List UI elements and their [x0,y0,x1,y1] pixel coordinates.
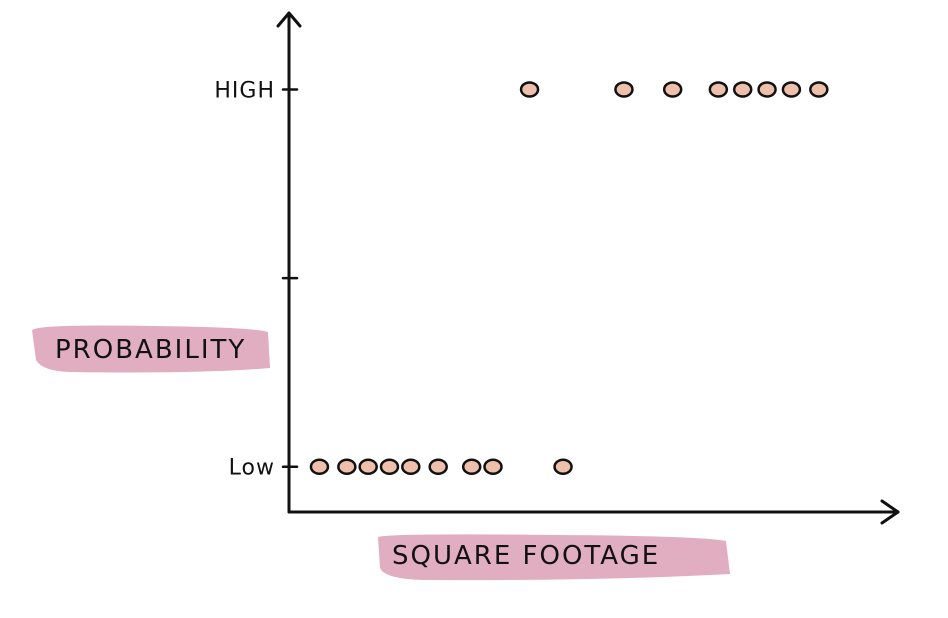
y-axis-arrowhead [276,11,302,28]
axes [276,11,900,525]
data-point [614,81,634,98]
data-point [553,458,573,475]
y-ticks: Low HIGH [214,78,299,481]
y-tick-label: HIGH [214,78,275,103]
label-highlights [32,325,730,581]
data-point [309,458,330,475]
data-point [461,458,482,475]
data-point [428,458,448,475]
xlabel-highlight [378,534,730,581]
x-axis-title: SQUARE FOOTAGE [392,541,660,571]
data-point [519,81,540,98]
y-axis-title: PROBABILITY [55,335,246,365]
data-point [483,458,503,475]
y-tick-label: Low [229,456,275,481]
data-points [309,81,829,475]
data-point [379,458,400,475]
data-point [809,81,829,98]
data-point [358,458,378,475]
data-point [781,81,802,98]
data-point [337,458,357,475]
data-point [401,458,421,475]
ylabel-highlight [32,325,270,373]
data-point [732,81,753,98]
data-point [757,81,777,98]
x-axis-arrowhead [880,499,900,525]
data-point [662,81,683,98]
data-point [708,81,729,98]
